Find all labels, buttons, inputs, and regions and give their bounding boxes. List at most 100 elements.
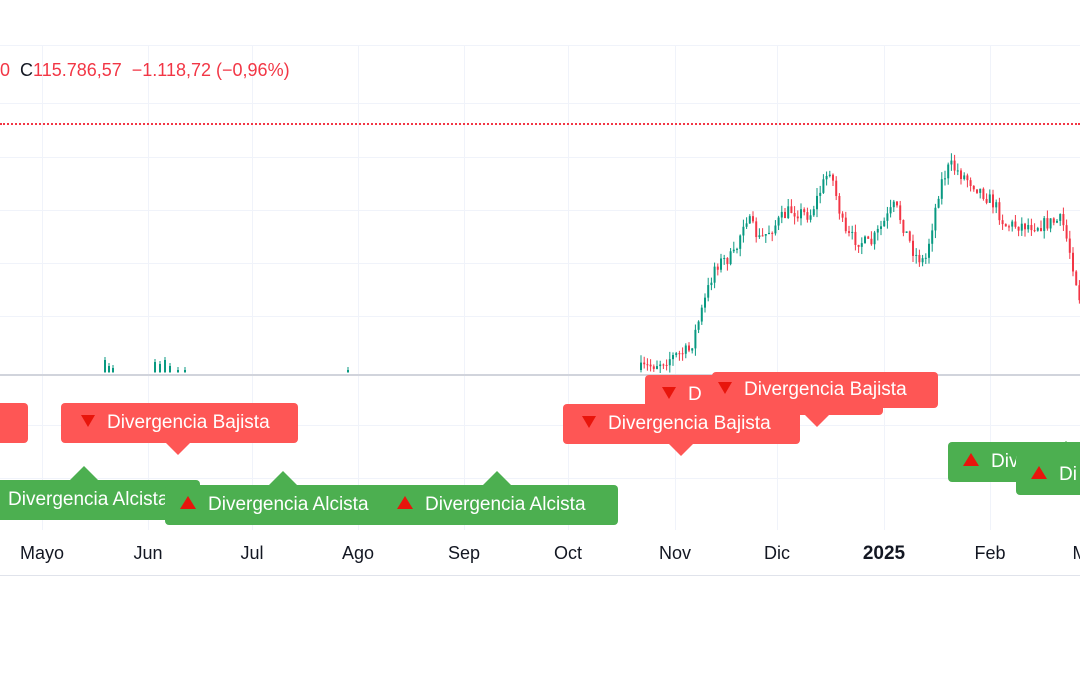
candle-body [873, 232, 876, 245]
candle-body [710, 282, 713, 286]
candle-body [880, 226, 882, 229]
candle-body [896, 201, 898, 206]
candle-body [988, 194, 991, 203]
triangle-down-icon [662, 386, 676, 399]
candle-body [969, 180, 972, 186]
time-tick-may: Mayo [19, 543, 65, 563]
grid-line [0, 425, 1080, 426]
candle-body [1036, 228, 1039, 231]
candle-body [876, 228, 879, 233]
label-pointer [669, 444, 693, 456]
time-tick-dec: Dic [764, 543, 790, 563]
bearish-divergence-label[interactable]: Divergencia Bajista [0, 403, 28, 443]
time-tick-sep: Sep [447, 543, 481, 563]
candle-body [1043, 218, 1046, 232]
candle-body [1020, 223, 1023, 231]
candle-body [796, 216, 799, 219]
candle-body [1072, 252, 1074, 272]
candle-body [1075, 271, 1078, 286]
label-pointer [166, 443, 190, 455]
candle-body [1056, 220, 1058, 223]
candle-body [960, 170, 962, 180]
candle-body [1059, 214, 1062, 221]
bearish-divergence-label[interactable]: Divergencia Bajista [61, 403, 298, 455]
candle-body [646, 364, 649, 366]
candle-body [159, 364, 161, 372]
candle-body [905, 231, 908, 233]
grid-line [0, 263, 1080, 264]
candle-body [1017, 226, 1020, 231]
candle-body [184, 370, 186, 372]
candle-body [1068, 238, 1071, 253]
candle-body [956, 170, 959, 172]
candle-body [662, 364, 665, 366]
bearish-divergence-label[interactable]: Divergencia Bajista [712, 372, 938, 408]
candle-body [841, 213, 844, 218]
candle-body [777, 217, 780, 226]
candle-body [761, 235, 764, 237]
bullish-divergence-label[interactable]: Di [1016, 441, 1080, 495]
grid-line [148, 45, 149, 530]
candle-body [716, 266, 719, 270]
candle-body [640, 362, 642, 370]
grid-line [777, 45, 778, 530]
bearish-divergence-label[interactable]: Divergencia Bajista [563, 404, 800, 456]
candle-body [681, 353, 684, 355]
legend-change: −1.118,72 (−0,96%) [131, 60, 290, 80]
candle-body [976, 189, 978, 193]
candle-body [739, 235, 742, 249]
candle-body [659, 364, 662, 367]
candle-body [104, 360, 106, 372]
candle-body [154, 362, 156, 372]
candle-body [1049, 218, 1052, 229]
candle-body [1040, 228, 1042, 232]
label-pointer [1052, 441, 1080, 455]
grid-line [464, 45, 465, 530]
candlestick-series[interactable] [0, 0, 1080, 380]
candle-body [809, 215, 812, 220]
label-text: Divergencia Alcista [8, 489, 169, 510]
bullish-divergence-label[interactable]: Divergencia Alcista [165, 471, 401, 525]
grid-line [42, 45, 43, 530]
pane-separator[interactable] [0, 374, 1080, 376]
grid-line [0, 157, 1080, 158]
candle-body [790, 206, 793, 213]
bullish-divergence-label[interactable]: Divergencia Alcista [382, 471, 618, 525]
candle-body [177, 370, 179, 372]
candle-body [966, 175, 969, 181]
time-tick-aug: Ago [341, 543, 375, 563]
grid-line [675, 45, 676, 530]
candle-body [982, 188, 985, 199]
triangle-up-icon [1031, 466, 1047, 480]
candle-body [819, 192, 822, 196]
candle-body [649, 364, 652, 367]
candle-body [652, 366, 655, 369]
candle-body [643, 362, 646, 365]
candle-body [867, 236, 870, 239]
candle-body [947, 164, 950, 179]
candle-body [793, 212, 796, 217]
candle-body [713, 266, 716, 283]
candle-body [688, 345, 690, 351]
candle-body [822, 179, 825, 193]
candle-body [704, 297, 706, 308]
candle-body [748, 216, 751, 224]
candle-body [656, 366, 658, 369]
candle-body [694, 329, 697, 349]
candle-body [1033, 230, 1036, 232]
candle-body [742, 226, 745, 236]
candle-body [764, 234, 767, 236]
candle-body [675, 353, 678, 356]
candle-body [768, 232, 770, 235]
candle-body [732, 249, 735, 252]
candle-body [665, 364, 668, 366]
candle-body [985, 198, 988, 203]
candle-body [108, 366, 110, 372]
triangle-up-icon [963, 453, 979, 467]
label-pointer [483, 471, 511, 485]
candle-body [857, 244, 860, 247]
candle-body [899, 205, 902, 221]
label-text: D [688, 384, 702, 405]
time-tick-jul: Jul [240, 543, 264, 563]
